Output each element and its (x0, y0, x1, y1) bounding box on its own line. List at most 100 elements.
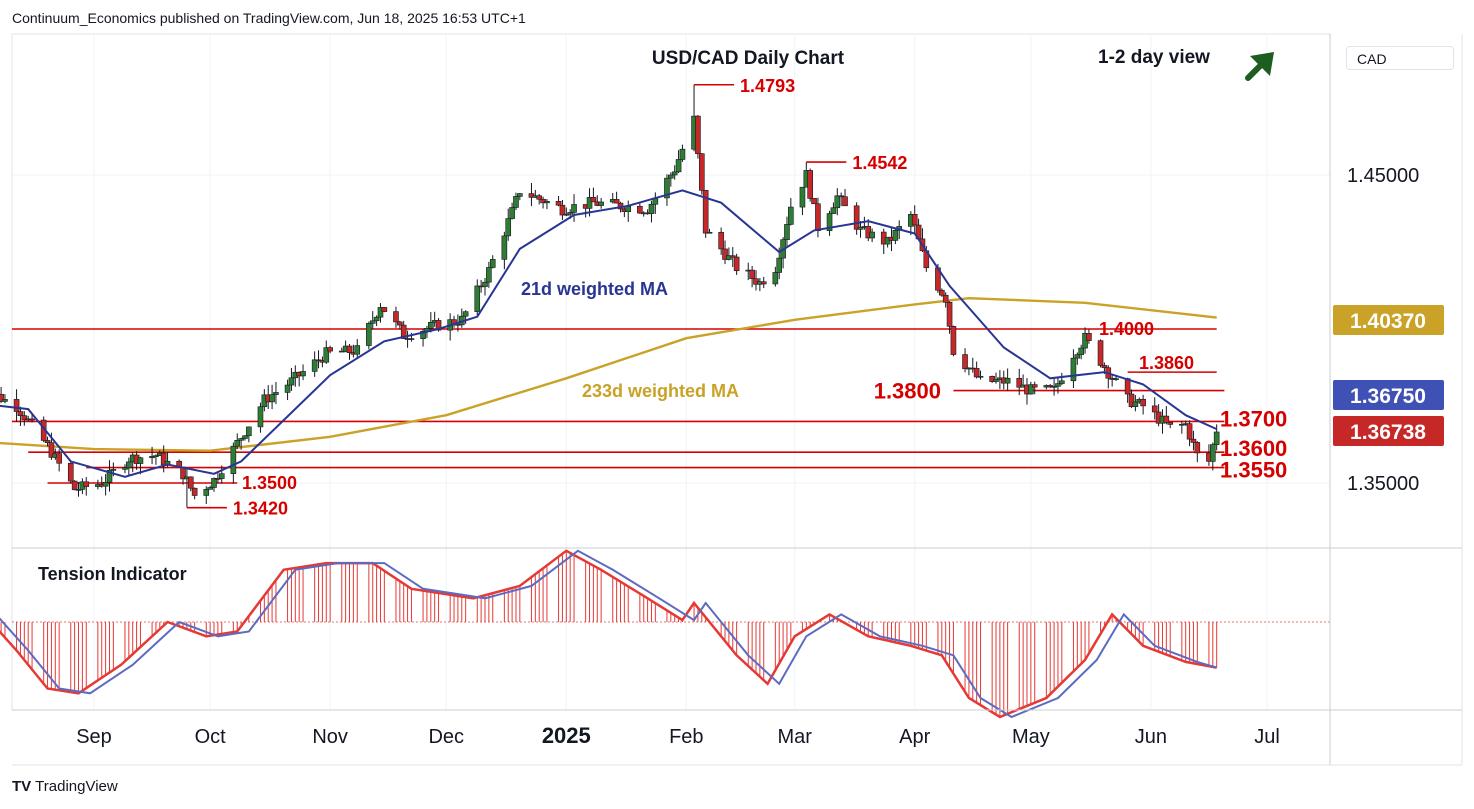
candle (300, 364, 306, 381)
candle-body (191, 487, 198, 496)
price-scale-currency[interactable]: CAD (1346, 46, 1454, 70)
candle-body (586, 197, 593, 209)
candle (509, 202, 515, 220)
chart-title: USD/CAD Daily Chart (652, 48, 845, 69)
x-tick-label: May (1012, 726, 1050, 748)
candle (1059, 372, 1065, 386)
candle (695, 114, 701, 159)
candle (563, 207, 570, 217)
candle (668, 172, 674, 187)
candle (892, 228, 899, 245)
candle-body (788, 206, 794, 225)
level-label-1-4000: 1.4000 (1099, 319, 1154, 339)
candle (44, 436, 51, 447)
candle-body (354, 345, 361, 355)
candle-body (509, 207, 515, 219)
candle-body (760, 281, 767, 285)
candle (939, 288, 945, 297)
candle-body (397, 321, 403, 326)
candle (230, 442, 237, 484)
candle-body (698, 153, 705, 191)
candle-body (726, 255, 732, 260)
candle (102, 474, 109, 496)
x-tick-label: Jun (1135, 726, 1167, 748)
candle-body (1070, 357, 1077, 382)
candle-body (215, 478, 221, 480)
candle-body (246, 426, 252, 437)
candle-body (857, 226, 864, 230)
candle-body (153, 455, 159, 457)
candle (428, 312, 434, 333)
candle (830, 202, 837, 214)
candle (637, 202, 643, 214)
candle-body (1055, 383, 1061, 387)
chart-labels: USD/CAD Daily Chart 1-2 day view 1.4793 1.4… (38, 47, 1444, 584)
candle-body (17, 411, 24, 416)
candle-body (950, 326, 957, 355)
candle-body (501, 235, 508, 260)
candle (501, 231, 508, 270)
level-label-1-3700: 1.3700 (1220, 406, 1287, 431)
candle (1028, 381, 1034, 395)
candle (648, 200, 655, 223)
candle (1179, 420, 1185, 434)
candle (311, 351, 318, 377)
candle (729, 247, 736, 268)
candle-body (749, 269, 755, 280)
candle-body (110, 469, 117, 471)
candle-body (381, 307, 388, 312)
candle (180, 466, 186, 485)
candle-body (675, 159, 682, 173)
candle-body (555, 201, 562, 206)
ma233-line (0, 296, 1217, 452)
tradingview-logo[interactable]: TV TradingView (12, 778, 118, 795)
x-tick-label: Nov (312, 726, 348, 748)
candle (83, 477, 90, 496)
candle (489, 255, 496, 269)
candle-body (563, 213, 570, 216)
candle-body (489, 259, 496, 268)
candle (911, 205, 918, 234)
candle (67, 461, 74, 484)
candle-body (346, 345, 353, 353)
candle-body (13, 399, 20, 412)
candle (187, 476, 194, 492)
candle-body (1016, 377, 1023, 388)
candle (149, 446, 155, 465)
candle (354, 339, 361, 359)
candle (749, 265, 755, 288)
candle (772, 266, 779, 287)
x-tick-label: Sep (76, 726, 112, 748)
ma21-label: 21d weighted MA (521, 279, 668, 299)
candle (0, 387, 4, 404)
candle-body (838, 195, 844, 198)
candle-body (571, 204, 577, 213)
candle (799, 186, 806, 216)
candle (590, 187, 597, 203)
candle-body (567, 212, 573, 215)
candle (126, 457, 132, 476)
price-badge-label: 1.36738 (1350, 421, 1426, 444)
candle-body (435, 320, 442, 331)
candle (2, 394, 8, 404)
candle-body (830, 207, 837, 214)
candle (815, 197, 821, 238)
candle-body (284, 384, 291, 393)
x-tick-label: Feb (669, 726, 703, 748)
candle (1132, 395, 1139, 412)
candle-body (811, 198, 817, 205)
candle-body (702, 190, 709, 234)
candle (1086, 329, 1092, 344)
candle-body (1059, 380, 1065, 384)
peak-1-4793: 1.4793 (740, 76, 795, 96)
candle-body (137, 457, 144, 464)
candle-body (776, 257, 783, 273)
candle-body (869, 231, 875, 239)
candle-body (842, 196, 848, 207)
candle (29, 414, 35, 423)
candle-body (733, 256, 740, 272)
level-label-1-3800: 1.3800 (874, 379, 941, 404)
candle (613, 191, 620, 204)
candle-body (536, 195, 542, 200)
